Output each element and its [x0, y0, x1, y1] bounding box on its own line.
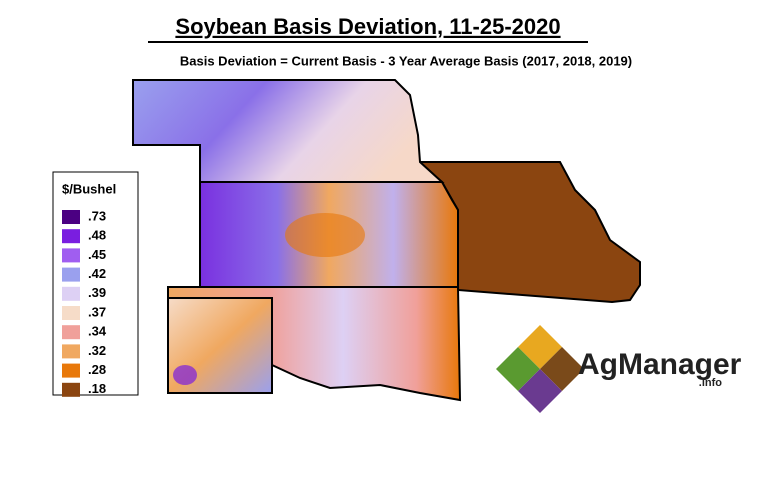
legend-label: .39 — [88, 285, 106, 300]
color-patch — [285, 213, 365, 257]
legend-label: .42 — [88, 266, 106, 281]
legend-swatch — [62, 325, 80, 340]
legend-label: .45 — [88, 247, 106, 262]
logo-diamond — [518, 369, 562, 413]
legend-title: $/Bushel — [62, 181, 116, 196]
logo: AgManager .info — [496, 325, 742, 413]
legend-label: .34 — [88, 324, 107, 339]
color-patch — [173, 365, 197, 385]
legend-swatch — [62, 210, 80, 224]
legend-label: .18 — [88, 381, 106, 396]
title: Soybean Basis Deviation, 11-25-2020 — [175, 14, 560, 39]
subtitle: Basis Deviation = Current Basis - 3 Year… — [180, 53, 632, 68]
legend-items: .73 .48 .45 .42 .39 .37 .34 .32 .28 .18 — [62, 208, 107, 397]
legend-label: .48 — [88, 228, 106, 243]
legend-swatch — [62, 248, 80, 263]
legend-label: .37 — [88, 304, 106, 319]
legend-label: .73 — [88, 208, 106, 223]
legend-swatch — [62, 267, 80, 282]
legend-swatch — [62, 382, 80, 397]
legend-label: .32 — [88, 343, 106, 358]
legend-swatch — [62, 286, 80, 301]
legend-label: .28 — [88, 362, 106, 377]
legend-swatch — [62, 306, 80, 320]
legend-swatch — [62, 363, 80, 378]
logo-suffix: .info — [699, 377, 722, 389]
legend-swatch — [62, 229, 80, 244]
logo-name: AgManager — [578, 348, 742, 381]
legend-swatch — [62, 344, 80, 359]
nebraska — [132, 79, 445, 183]
